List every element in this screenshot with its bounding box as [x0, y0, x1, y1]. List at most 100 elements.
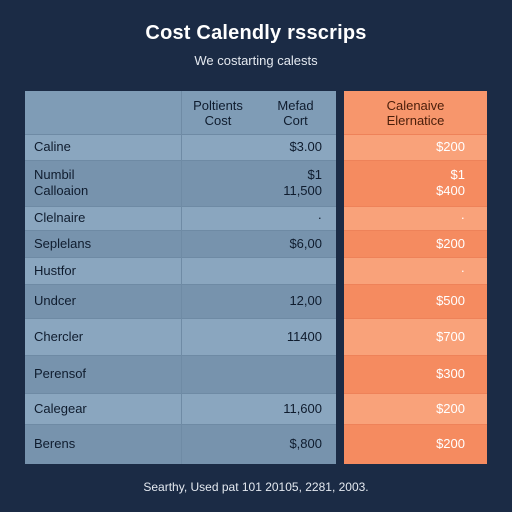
row-band-left [25, 134, 336, 160]
page-subtitle: We costarting calests [194, 53, 318, 68]
row-separator [25, 355, 336, 356]
table-row: Clelnaire · · [25, 206, 487, 230]
row-label: Hustfor [34, 257, 76, 284]
row-band-right [344, 134, 487, 160]
row-separator [25, 318, 336, 319]
row-separator [25, 160, 336, 161]
row-band-right [344, 160, 487, 206]
row-cost-value-line: $1 [307, 167, 322, 182]
row-cost-value-line: 11400 [286, 328, 322, 344]
row-label-line: Perensof [34, 366, 87, 381]
row-label-line: Berens [34, 436, 76, 451]
row-band-right [344, 230, 487, 257]
row-label: Calegear [34, 393, 87, 424]
column-header-line: Poltients [193, 97, 243, 113]
row-label-line: Numbil [34, 167, 75, 182]
row-band-left [25, 206, 336, 230]
table-row: Perensof $300 [25, 355, 487, 393]
row-band-right [344, 206, 487, 230]
row-band-right [344, 257, 487, 284]
row-cost-value-line: $3.00 [289, 139, 322, 154]
column-header-line: Mefad [277, 97, 314, 113]
row-separator [344, 160, 487, 161]
row-label-line: Calloaion [34, 183, 89, 198]
row-label-line: Undcer [34, 293, 76, 308]
row-band-right [344, 393, 487, 424]
row-cost-value-line: $6,00 [289, 235, 322, 251]
row-label: Chercler [34, 318, 83, 355]
row-alternative-value: · [461, 206, 465, 230]
row-cost-value: $1 11,500 [283, 160, 322, 206]
row-separator [344, 393, 487, 394]
row-separator [25, 257, 336, 258]
table-row: Berens $,800 $200 [25, 424, 487, 464]
column-header-line: Cort [283, 112, 308, 128]
page-title: Cost Calendly rsscrips [145, 22, 367, 44]
table-row: Hustfor · [25, 257, 487, 284]
row-separator [344, 134, 487, 135]
row-label-line: Caline [34, 139, 71, 154]
table-row: Calegear 11,600 $200 [25, 393, 487, 424]
row-separator [344, 355, 487, 356]
row-alternative-value: $700 [436, 318, 465, 355]
row-cost-value: $3.00 [289, 134, 322, 160]
row-band-right [344, 424, 487, 464]
row-label-line: Clelnaire [34, 210, 86, 225]
column-divider [181, 91, 182, 464]
row-band-left [25, 284, 336, 318]
row-separator [25, 284, 336, 285]
row-label: Berens [34, 424, 75, 464]
row-cost-value-line: 11,600 [283, 400, 322, 416]
row-separator [25, 393, 336, 394]
column-header-patients-cost: Poltients Cost [181, 91, 255, 134]
table-row: Chercler 11400 $700 [25, 318, 487, 355]
row-separator [25, 424, 336, 425]
column-header-line: Elernatice [386, 112, 445, 128]
row-cost-value: $6,00 [289, 230, 322, 257]
row-band-left [25, 160, 336, 206]
row-cost-value: 11400 [287, 318, 322, 355]
row-band-left [25, 355, 336, 393]
row-band-left [25, 424, 336, 464]
row-cost-value-line: 12,00 [289, 293, 322, 308]
row-label: Perensof [34, 355, 86, 393]
row-separator [344, 284, 487, 285]
row-alternative-value-line: $500 [436, 293, 465, 308]
footer-note: Searthy, Used pat 101 20105, 2281, 2003. [143, 480, 369, 494]
row-separator [344, 318, 487, 319]
row-band-left [25, 318, 336, 355]
row-alternative-value: $200 [436, 424, 465, 464]
row-alternative-value: · [461, 257, 465, 284]
table-row: Undcer 12,00 $500 [25, 284, 487, 318]
row-alternative-value: $200 [436, 230, 465, 257]
row-cost-value: 12,00 [289, 284, 322, 318]
row-alternative-value: $200 [436, 393, 465, 424]
row-label: Seplelans [34, 230, 91, 257]
row-separator [344, 230, 487, 231]
row-separator [25, 230, 336, 231]
row-band-right [344, 318, 487, 355]
row-alternative-value-line: $1 [450, 167, 465, 182]
row-separator [344, 257, 487, 258]
row-label: Caline [34, 134, 71, 160]
row-band-left [25, 230, 336, 257]
row-alternative-value-line: $700 [436, 328, 465, 344]
table-row: Caline $3.00 $200 [25, 134, 487, 160]
row-cost-value-line: $,800 [289, 436, 322, 451]
column-header-alternative: Calenaive Elernatice [344, 91, 487, 134]
column-header-line: Cost [204, 112, 232, 128]
row-alternative-value-line: $200 [436, 139, 465, 154]
row-separator [25, 206, 336, 207]
table-row: Numbil Calloaion $1 11,500 $1 $400 [25, 160, 487, 206]
row-label-line: Chercler [34, 328, 84, 344]
row-band-right [344, 355, 487, 393]
row-alternative-value: $200 [436, 134, 465, 160]
table-row: Seplelans $6,00 $200 [25, 230, 487, 257]
row-alternative-value-line: · [460, 262, 465, 278]
row-alternative-value-line: $200 [436, 400, 465, 416]
row-label-line: Hustfor [34, 262, 76, 278]
column-header-method-cost: Mefad Cort [255, 91, 336, 134]
row-separator [344, 206, 487, 207]
row-alternative-value-line: $300 [436, 366, 465, 381]
row-cost-value: 11,600 [283, 393, 322, 424]
